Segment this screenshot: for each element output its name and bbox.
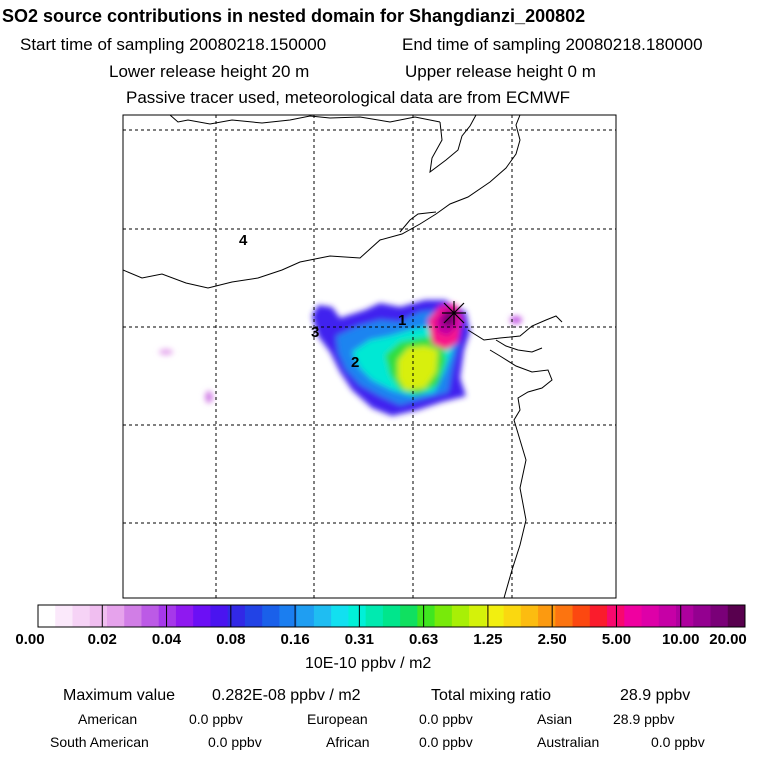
colorbar-swatch <box>262 605 280 627</box>
colorbar-swatch <box>607 605 625 627</box>
colorbar-swatch <box>124 605 142 627</box>
colorbar-swatch <box>676 605 694 627</box>
colorbar-swatch <box>710 605 729 627</box>
colorbar-tick-label: 0.63 <box>409 631 439 648</box>
colorbar-swatch <box>72 605 91 627</box>
colorbar-swatch <box>572 605 591 627</box>
colorbar-swatch <box>279 605 298 627</box>
colorbar-swatch <box>486 605 505 627</box>
colorbar-swatch <box>382 605 401 627</box>
colorbar-tick-label: 20.00 <box>709 631 747 648</box>
colorbar <box>37 604 746 628</box>
region-name: European <box>307 711 368 727</box>
colorbar-tick-label: 0.00 <box>15 631 45 648</box>
colorbar-tick-label: 2.50 <box>537 631 567 648</box>
colorbar-tick-label: 10.00 <box>661 631 700 648</box>
colorbar-swatch <box>296 605 315 627</box>
colorbar-swatch <box>520 605 539 627</box>
concentration-plume <box>159 300 522 416</box>
colorbar-swatch <box>434 605 453 627</box>
end-time-label: End time of sampling 20080218.180000 <box>402 35 703 54</box>
colorbar-swatch <box>158 605 177 627</box>
start-time-label: Start time of sampling 20080218.150000 <box>20 35 327 54</box>
colorbar-swatch <box>348 605 367 627</box>
colorbar-swatch <box>193 605 211 627</box>
colorbar-tick-label: 0.08 <box>216 631 246 648</box>
region-value: 0.0 ppbv <box>419 734 473 750</box>
colorbar-swatch <box>538 605 556 627</box>
total-mixing-label: Total mixing ratio <box>431 687 552 704</box>
region-label-2: 2 <box>351 354 359 371</box>
total-mixing-value: 28.9 ppbv <box>620 687 691 704</box>
colorbar-swatch <box>141 605 160 627</box>
region-value: 28.9 ppbv <box>613 711 675 727</box>
colorbar-swatch <box>641 605 660 627</box>
colorbar-swatch <box>89 605 108 627</box>
colorbar-tick-label: 0.02 <box>87 631 117 648</box>
region-name: American <box>78 711 138 727</box>
colorbar-tick-label: 0.16 <box>280 631 310 648</box>
colorbar-border <box>37 604 746 628</box>
lower-height-label: Lower release height 20 m <box>109 62 310 81</box>
region-label-4: 4 <box>239 232 248 249</box>
region-value: 0.0 ppbv <box>651 734 705 750</box>
colorbar-tick-label: 1.25 <box>473 631 503 648</box>
coastline-boundaries <box>123 115 563 598</box>
colorbar-tick-label: 5.00 <box>601 631 632 648</box>
map-plot-area: 1 2 3 4 <box>122 114 617 599</box>
max-value-label: Maximum value <box>63 687 176 704</box>
region-value: 0.0 ppbv <box>419 711 473 727</box>
region-name: South American <box>50 734 149 750</box>
colorbar-swatch <box>400 605 418 627</box>
colorbar-swatch <box>38 605 56 627</box>
upper-height-label: Upper release height 0 m <box>405 62 596 81</box>
colorbar-swatch <box>503 605 522 627</box>
colorbar-swatch <box>658 605 677 627</box>
region-name: Asian <box>537 711 573 727</box>
max-value: 0.282E-08 ppbv / m2 <box>212 687 361 704</box>
colorbar-swatch <box>469 605 487 627</box>
region-name: Australian <box>537 734 600 750</box>
colorbar-swatch <box>331 605 349 627</box>
region-label-1: 1 <box>398 312 406 329</box>
colorbar-tick-label: 0.31 <box>344 631 374 648</box>
colorbar-swatch <box>555 605 574 627</box>
x-marker-icon <box>442 301 466 325</box>
colorbar-swatch <box>55 605 73 627</box>
region-value: 0.0 ppbv <box>189 711 243 727</box>
colorbar-swatch <box>244 605 263 627</box>
colorbar-swatch <box>175 605 194 627</box>
colorbar-swatch <box>106 605 125 627</box>
colorbar-swatch <box>417 605 436 627</box>
colorbar-swatch <box>693 605 712 627</box>
region-name: African <box>326 734 370 750</box>
plot-title: SO2 source contributions in nested domai… <box>2 6 586 26</box>
colorbar-swatch <box>365 605 384 627</box>
lat-lon-grid <box>123 115 616 598</box>
colorbar-swatch <box>624 605 643 627</box>
region-value: 0.0 ppbv <box>208 734 262 750</box>
colorbar-swatch <box>227 605 246 627</box>
colorbar-swatch <box>589 605 608 627</box>
colorbar-unit: 10E-10 ppbv / m2 <box>305 655 432 672</box>
colorbar-swatch <box>727 605 746 627</box>
colorbar-swatch <box>451 605 470 627</box>
tracer-note-label: Passive tracer used, meteorological data… <box>126 88 571 107</box>
region-label-3: 3 <box>311 324 319 341</box>
colorbar-swatch <box>313 605 332 627</box>
colorbar-swatch <box>210 605 229 627</box>
colorbar-tick-label: 0.04 <box>151 631 182 648</box>
